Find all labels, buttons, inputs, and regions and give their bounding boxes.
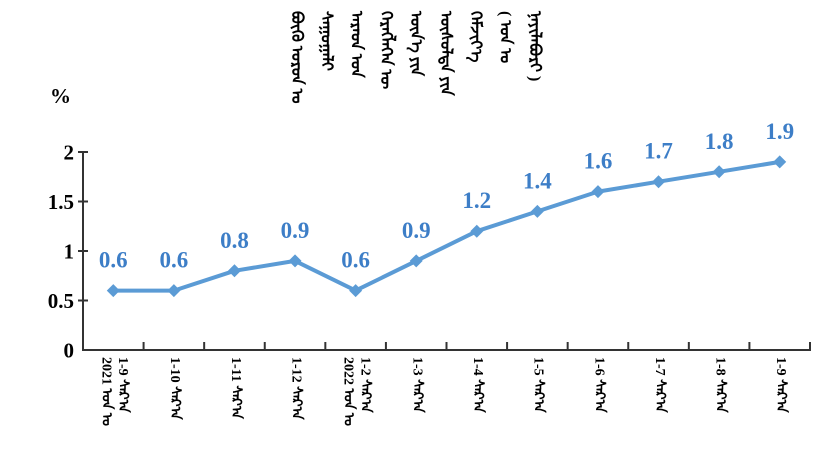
title-column: ᠬᠡᠮᠵᠢᠶ᠎ᠡ [466,11,484,63]
series-line [111,159,782,293]
title-column: ( ᠣᠨ ᠤ [496,11,514,64]
y-axis-tick-label: 1.5 [48,190,74,214]
x-axis-category-label: 1-7 ᠰᠠᠷ᠎ᠠ [651,357,667,413]
data-point-label: 1.6 [584,149,613,174]
data-point-label: 1.7 [644,139,673,164]
x-axis-label-column: 1-11 ᠰᠠᠷ᠎ᠠ [227,357,243,419]
x-axis-label-column: 1-10 ᠰᠠᠷ᠎ᠠ [167,357,183,420]
data-point-label: 1.2 [462,188,491,213]
title-column: ᠰᠠᠭᠤᠭᠠᠯᠢ [317,11,335,71]
x-axis-label-column: 1-9 ᠰᠠᠷ᠎ᠠ [773,357,789,413]
x-axis-label-column: 1-12 ᠰᠠᠷ᠎ᠠ [288,357,304,420]
x-axis-label-column: 1-3 ᠰᠠᠷ᠎ᠠ [409,357,425,413]
x-axis-category-label: 1-3 ᠰᠠᠷ᠎ᠠ [409,357,425,413]
data-point-marker [349,284,363,298]
data-point-marker [227,264,241,278]
x-axis-label-column: 1-2 ᠰᠠᠷ᠎ᠠ [357,357,373,413]
title-column: ᠦᠨ᠎ᠡ ᠶᠢᠨ [406,11,424,77]
title-column: ᠥᠰᠦᠯᠲᠡ ᠶᠢᠨ [436,11,454,96]
x-axis-label-column: 1-9 ᠰᠠᠷ᠎ᠠ [114,357,130,413]
data-point-marker [106,284,120,298]
data-point-label: 1.9 [765,119,794,144]
y-axis-tick-label: 0 [64,338,75,362]
x-axis-category-label: 1-6 ᠰᠠᠷ᠎ᠠ [591,357,606,413]
data-point-marker [530,204,544,218]
data-point-label: 0.8 [220,228,249,253]
x-axis-category-label: 1-9 ᠰᠠᠷ᠎ᠠ [772,357,789,413]
data-point-label: 1.4 [523,168,552,193]
data-point-marker [591,185,605,199]
y-axis-tick-label: 2 [64,140,75,164]
data-point-marker [288,254,302,268]
title-column: ᠨᠡᠶᠢᠯᠡᠪᠦᠷᠢ ) [526,11,544,82]
data-point-label: 0.9 [402,218,431,243]
x-axis-category-label: 1-11 ᠰᠠᠷ᠎ᠠ [227,357,243,419]
data-point-marker [652,175,666,189]
chart-title: ᠪᠦᠬᠦ ᠣᠷᠣᠨ ᠤ ᠰᠠᠭᠤᠭᠠᠯᠢ ᠠᠷᠠᠳ ᠤᠨ ᠬᠡᠷᠡᠭᠯᠡᠭᠡᠨ ᠦ ᠦᠨ… [287,11,544,104]
title-column: ᠬᠡᠷᠡᠭᠯᠡᠭᠡᠨ ᠦ [377,11,395,90]
x-axis-category-label: 2022 ᠣᠨ ᠤ 1-2 ᠰᠠᠷ᠎ᠠ [340,357,373,426]
data-point-marker [470,224,484,238]
data-point-label: 0.6 [160,248,189,273]
x-axis-category-label: 1-8 ᠰᠠᠷ᠎ᠠ [712,357,727,413]
x-axis-label-column: 1-8 ᠰᠠᠷ᠎ᠠ [712,357,728,413]
data-point-label: 0.6 [341,248,370,273]
x-axis-label-column: 1-5 ᠰᠠᠷ᠎ᠠ [530,357,546,413]
data-point-label: 0.6 [99,248,128,273]
data-point-marker [167,284,181,298]
title-column: ᠪᠦᠬᠦ ᠣᠷᠣᠨ ᠤ [287,11,305,104]
x-axis-label-column: 1-7 ᠰᠠᠷ᠎ᠠ [651,357,667,413]
title-column: ᠠᠷᠠᠳ ᠤᠨ [347,11,365,78]
x-axis-category-label: 1-10 ᠰᠠᠷ᠎ᠠ [167,357,182,420]
y-axis-tick-label: 0.5 [48,289,74,313]
y-axis-unit-label: % [50,84,71,108]
x-axis-category-label: 2021 ᠣᠨ ᠤ 1-9 ᠰᠠᠷ᠎ᠠ [98,357,130,426]
data-point-marker [712,165,726,179]
x-axis-category-label: 1-4 ᠰᠠᠷ᠎ᠠ [469,357,486,413]
data-point-label: 1.8 [705,129,734,154]
x-axis-label-column: 2021 ᠣᠨ ᠤ [98,357,114,426]
data-point-marker [773,155,787,169]
data-point-label: 0.9 [281,218,310,243]
data-point-marker [409,254,423,268]
y-axis-tick-label: 1 [64,239,75,263]
x-axis-category-label: 1-5 ᠰᠠᠷ᠎ᠠ [530,357,546,413]
x-axis-label-column: 2022 ᠣᠨ ᠤ [340,357,356,426]
x-axis-label-column: 1-6 ᠰᠠᠷ᠎ᠠ [591,357,607,413]
x-axis-label-column: 1-4 ᠰᠠᠷ᠎ᠠ [470,357,486,413]
x-axis-category-label: 1-12 ᠰᠠᠷ᠎ᠠ [288,357,303,420]
